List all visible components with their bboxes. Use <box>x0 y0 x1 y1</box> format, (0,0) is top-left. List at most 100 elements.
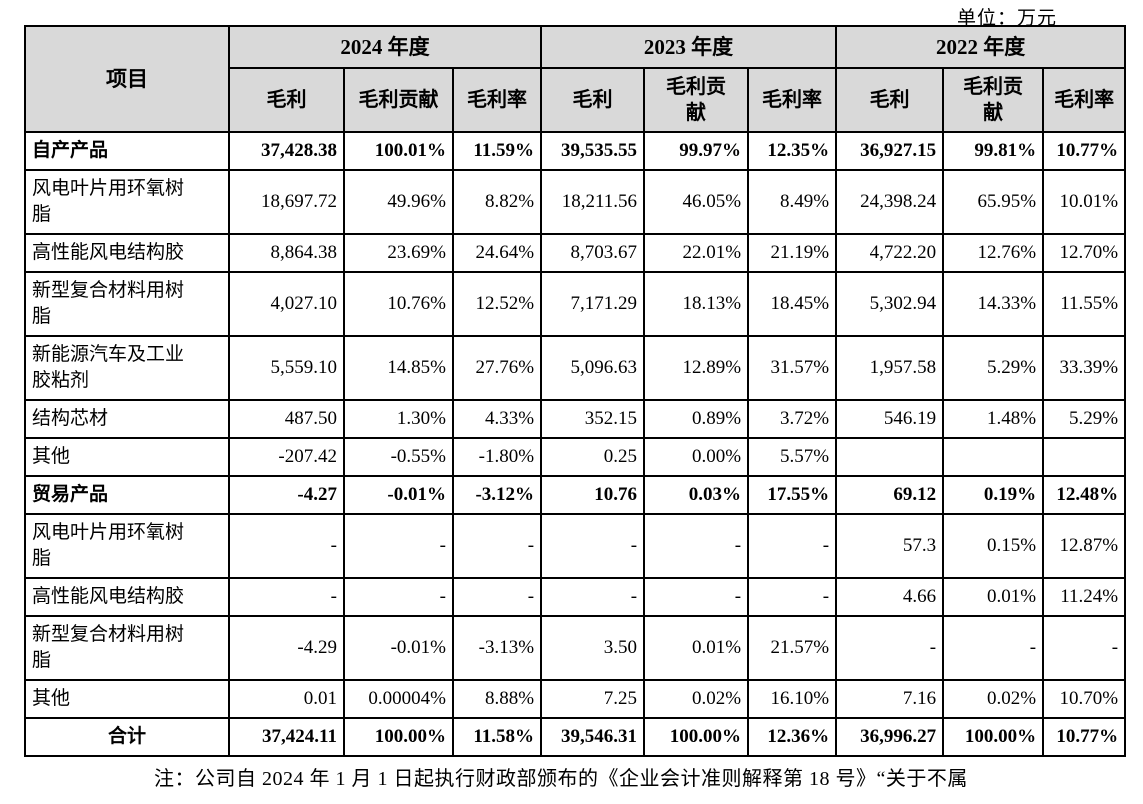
value-cell-6-4: 0.00% <box>643 437 750 477</box>
row-label-5: 结构芯材 <box>24 399 230 439</box>
value-cell-0-7: 99.81% <box>942 131 1045 171</box>
value-cell-8-0: - <box>228 513 345 579</box>
value-cell-2-3: 8,703.67 <box>540 233 646 273</box>
value-cell-0-3: 39,535.55 <box>540 131 646 171</box>
value-cell-10-3: 3.50 <box>540 615 646 681</box>
value-cell-8-8: 12.87% <box>1042 513 1127 579</box>
subcol-header-1-0: 毛利 <box>540 67 646 133</box>
value-cell-2-0: 8,864.38 <box>228 233 345 273</box>
row-label-1: 风电叶片用环氧树 脂 <box>24 169 230 235</box>
value-cell-10-2: -3.13% <box>451 615 543 681</box>
value-cell-12-0: 37,424.11 <box>228 717 345 757</box>
footnote: 注：公司自 2024 年 1 月 1 日起执行财政部颁布的《企业会计准则解释第 … <box>154 768 968 790</box>
value-cell-12-5: 12.36% <box>747 717 838 757</box>
table-row-9: 高性能风电结构胶 - - - - - -4.66 0.01% 11.24% <box>24 577 1127 617</box>
value-cell-2-1: 23.69% <box>343 233 454 273</box>
table-row-3: 新型复合材料用树 脂 4,027.10 10.76% 12.52% 7,171.29 18… <box>24 271 1127 337</box>
value-cell-7-5: 17.55% <box>747 475 838 515</box>
table-row-1: 风电叶片用环氧树 脂 18,697.72 49.96% 8.82% 18,211.56 4… <box>24 169 1127 235</box>
value-cell-8-1: - <box>343 513 454 579</box>
value-cell-1-7: 65.95% <box>942 169 1045 235</box>
value-cell-4-2: 27.76% <box>451 335 543 401</box>
value-cell-1-8: 10.01% <box>1042 169 1127 235</box>
value-cell-2-8: 12.70% <box>1042 233 1127 273</box>
value-cell-12-3: 39,546.31 <box>540 717 646 757</box>
gross-profit-table: 项目 2024 年度 2023 年度 2022 年度 毛利 毛利贡献 毛利率 毛利 毛利贡 … <box>24 25 1127 757</box>
value-cell-11-2: 8.88% <box>451 679 543 719</box>
table-row-5: 结构芯材 487.50 1.30% 4.33% 352.15 0.89% 3.72% 546.… <box>24 399 1127 439</box>
row-label-10: 新型复合材料用树 脂 <box>24 615 230 681</box>
value-cell-1-4: 46.05% <box>643 169 750 235</box>
value-cell-3-8: 11.55% <box>1042 271 1127 337</box>
table-body: 自产产品 37,428.38 100.01% 11.59% 39,535.55 99.97… <box>24 131 1127 757</box>
value-cell-9-2: - <box>451 577 543 617</box>
value-cell-6-1: -0.55% <box>343 437 454 477</box>
value-cell-5-3: 352.15 <box>540 399 646 439</box>
value-cell-12-1: 100.00% <box>343 717 454 757</box>
value-cell-10-7: - <box>942 615 1045 681</box>
value-cell-5-7: 1.48% <box>942 399 1045 439</box>
value-cell-2-6: 4,722.20 <box>835 233 945 273</box>
item-column-header: 项目 <box>24 25 230 133</box>
value-cell-6-3: 0.25 <box>540 437 646 477</box>
value-cell-7-3: 10.76 <box>540 475 646 515</box>
row-label-4: 新能源汽车及工业 胶粘剂 <box>24 335 230 401</box>
value-cell-0-5: 12.35% <box>747 131 838 171</box>
value-cell-11-7: 0.02% <box>942 679 1045 719</box>
subcol-header-0-1: 毛利贡献 <box>343 67 454 133</box>
value-cell-2-4: 22.01% <box>643 233 750 273</box>
value-cell-1-1: 49.96% <box>343 169 454 235</box>
value-cell-7-2: -3.12% <box>451 475 543 515</box>
value-cell-10-1: -0.01% <box>343 615 454 681</box>
value-cell-4-3: 5,096.63 <box>540 335 646 401</box>
value-cell-0-8: 10.77% <box>1042 131 1127 171</box>
value-cell-11-6: 7.16 <box>835 679 945 719</box>
table-header: 项目 2024 年度 2023 年度 2022 年度 毛利 毛利贡献 毛利率 毛利 毛利贡 … <box>24 25 1127 133</box>
value-cell-4-7: 5.29% <box>942 335 1045 401</box>
value-cell-5-0: 487.50 <box>228 399 345 439</box>
value-cell-10-4: 0.01% <box>643 615 750 681</box>
value-cell-0-4: 99.97% <box>643 131 750 171</box>
value-cell-0-0: 37,428.38 <box>228 131 345 171</box>
value-cell-3-3: 7,171.29 <box>540 271 646 337</box>
value-cell-11-0: 0.01 <box>228 679 345 719</box>
value-cell-11-4: 0.02% <box>643 679 750 719</box>
subcol-header-1-2: 毛利率 <box>747 67 838 133</box>
value-cell-12-2: 11.58% <box>451 717 543 757</box>
value-cell-10-6: - <box>835 615 945 681</box>
value-cell-0-2: 11.59% <box>451 131 543 171</box>
value-cell-6-7 <box>942 437 1045 477</box>
value-cell-3-5: 18.45% <box>747 271 838 337</box>
value-cell-0-6: 36,927.15 <box>835 131 945 171</box>
value-cell-10-8: - <box>1042 615 1127 681</box>
value-cell-9-5: - <box>747 577 838 617</box>
row-label-3: 新型复合材料用树 脂 <box>24 271 230 337</box>
table-row-10: 新型复合材料用树 脂 -4.29 -0.01% -3.13% 3.50 0.01% 21.5… <box>24 615 1127 681</box>
table-row-11: 其他 0.01 0.00004% 8.88% 7.25 0.02% 16.10% 7.16 0.… <box>24 679 1127 719</box>
value-cell-8-7: 0.15% <box>942 513 1045 579</box>
value-cell-7-8: 12.48% <box>1042 475 1127 515</box>
value-cell-6-2: -1.80% <box>451 437 543 477</box>
value-cell-6-0: -207.42 <box>228 437 345 477</box>
value-cell-5-1: 1.30% <box>343 399 454 439</box>
row-label-7: 贸易产品 <box>24 475 230 515</box>
table-row-6: 其他 -207.42 -0.55% -1.80% 0.25 0.00% 5.57% <box>24 437 1127 477</box>
subcol-header-2-1: 毛利贡 献 <box>942 67 1045 133</box>
value-cell-9-6: 4.66 <box>835 577 945 617</box>
row-label-8: 风电叶片用环氧树 脂 <box>24 513 230 579</box>
value-cell-9-8: 11.24% <box>1042 577 1127 617</box>
value-cell-4-5: 31.57% <box>747 335 838 401</box>
value-cell-11-8: 10.70% <box>1042 679 1127 719</box>
value-cell-1-2: 8.82% <box>451 169 543 235</box>
value-cell-8-4: - <box>643 513 750 579</box>
table-row-7: 贸易产品 -4.27 -0.01% -3.12% 10.76 0.03% 17.55% 69.… <box>24 475 1127 515</box>
row-label-2: 高性能风电结构胶 <box>24 233 230 273</box>
value-cell-12-4: 100.00% <box>643 717 750 757</box>
value-cell-6-6 <box>835 437 945 477</box>
value-cell-12-7: 100.00% <box>942 717 1045 757</box>
row-label-6: 其他 <box>24 437 230 477</box>
value-cell-11-1: 0.00004% <box>343 679 454 719</box>
subcol-header-0-2: 毛利率 <box>451 67 543 133</box>
value-cell-9-4: - <box>643 577 750 617</box>
value-cell-1-6: 24,398.24 <box>835 169 945 235</box>
